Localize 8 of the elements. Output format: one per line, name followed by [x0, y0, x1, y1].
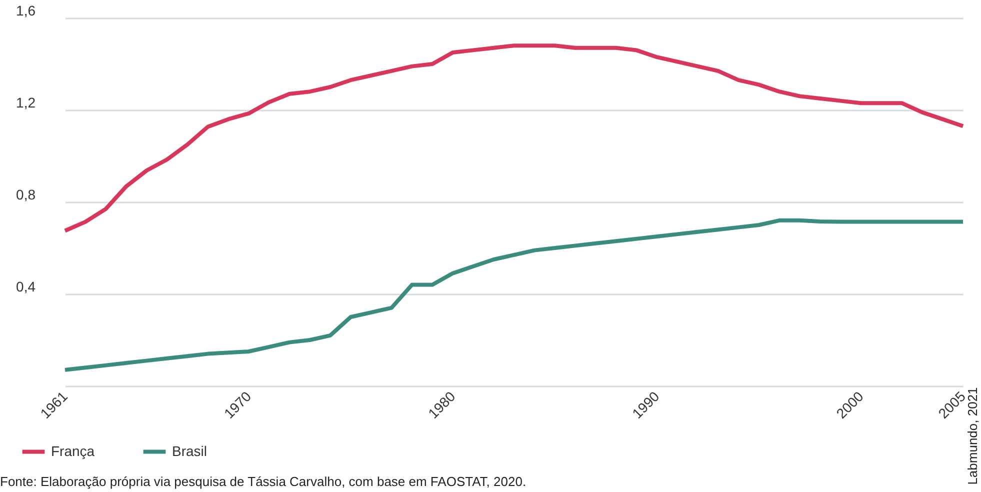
legend-label: Brasil: [172, 442, 208, 459]
y-tick-label: 0,4: [16, 278, 36, 294]
y-tick-label: 1,6: [16, 2, 36, 18]
y-tick-label: 1,2: [16, 94, 36, 110]
text: Labmundo, 2021: [965, 387, 980, 485]
source-note: Fonte: Elaboração própria via pesquisa de Tássia Carvalho, com base em FAOSTAT, 2020.: [0, 474, 526, 489]
legend-label: França: [51, 442, 95, 459]
y-tick-label: 0,8: [16, 186, 36, 202]
